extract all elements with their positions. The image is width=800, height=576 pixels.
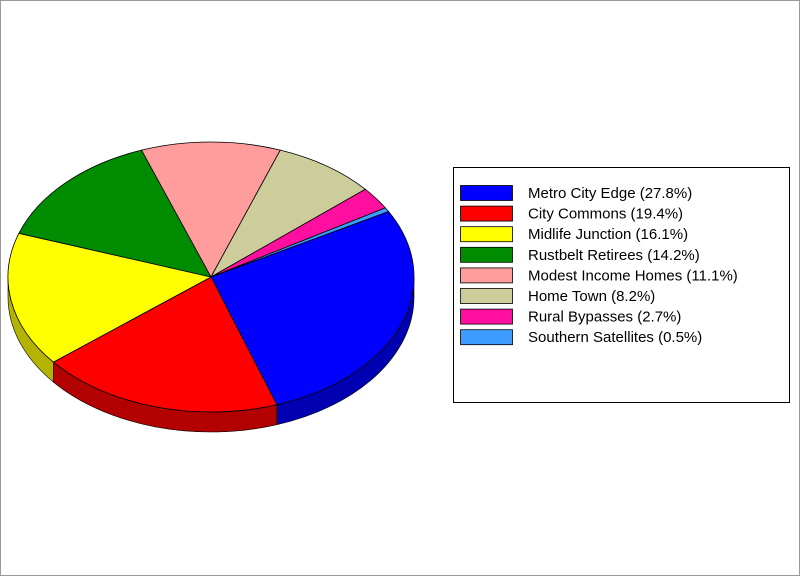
legend-swatch — [460, 288, 513, 304]
slice — [210, 211, 415, 406]
legend-swatch — [460, 308, 513, 325]
slice — [52, 276, 278, 413]
slice — [140, 141, 281, 278]
legend-swatch — [460, 246, 513, 263]
legend-swatch — [460, 205, 513, 222]
legend-label: Southern Satellites (0.5%) — [528, 329, 702, 346]
legend-label: Home Town (8.2%) — [528, 288, 655, 305]
legend-swatch — [460, 329, 513, 346]
legend-label: Rustbelt Retirees (14.2%) — [528, 247, 700, 264]
legend-label: Modest Income Homes (11.1%) — [528, 267, 738, 284]
legend-label: Midlife Junction (16.1%) — [528, 226, 688, 243]
slice — [210, 207, 390, 278]
legend-swatch — [460, 226, 513, 243]
slice — [209, 149, 367, 279]
legend-label: Rural Bypasses (2.7%) — [528, 309, 681, 326]
slice — [18, 149, 212, 278]
legend-label: Metro City Edge (27.8%) — [528, 185, 692, 202]
legend-box — [453, 167, 790, 403]
legend-swatch — [460, 267, 513, 284]
legend-swatch — [460, 185, 513, 201]
legend-label: City Commons (19.4%) — [528, 206, 683, 223]
